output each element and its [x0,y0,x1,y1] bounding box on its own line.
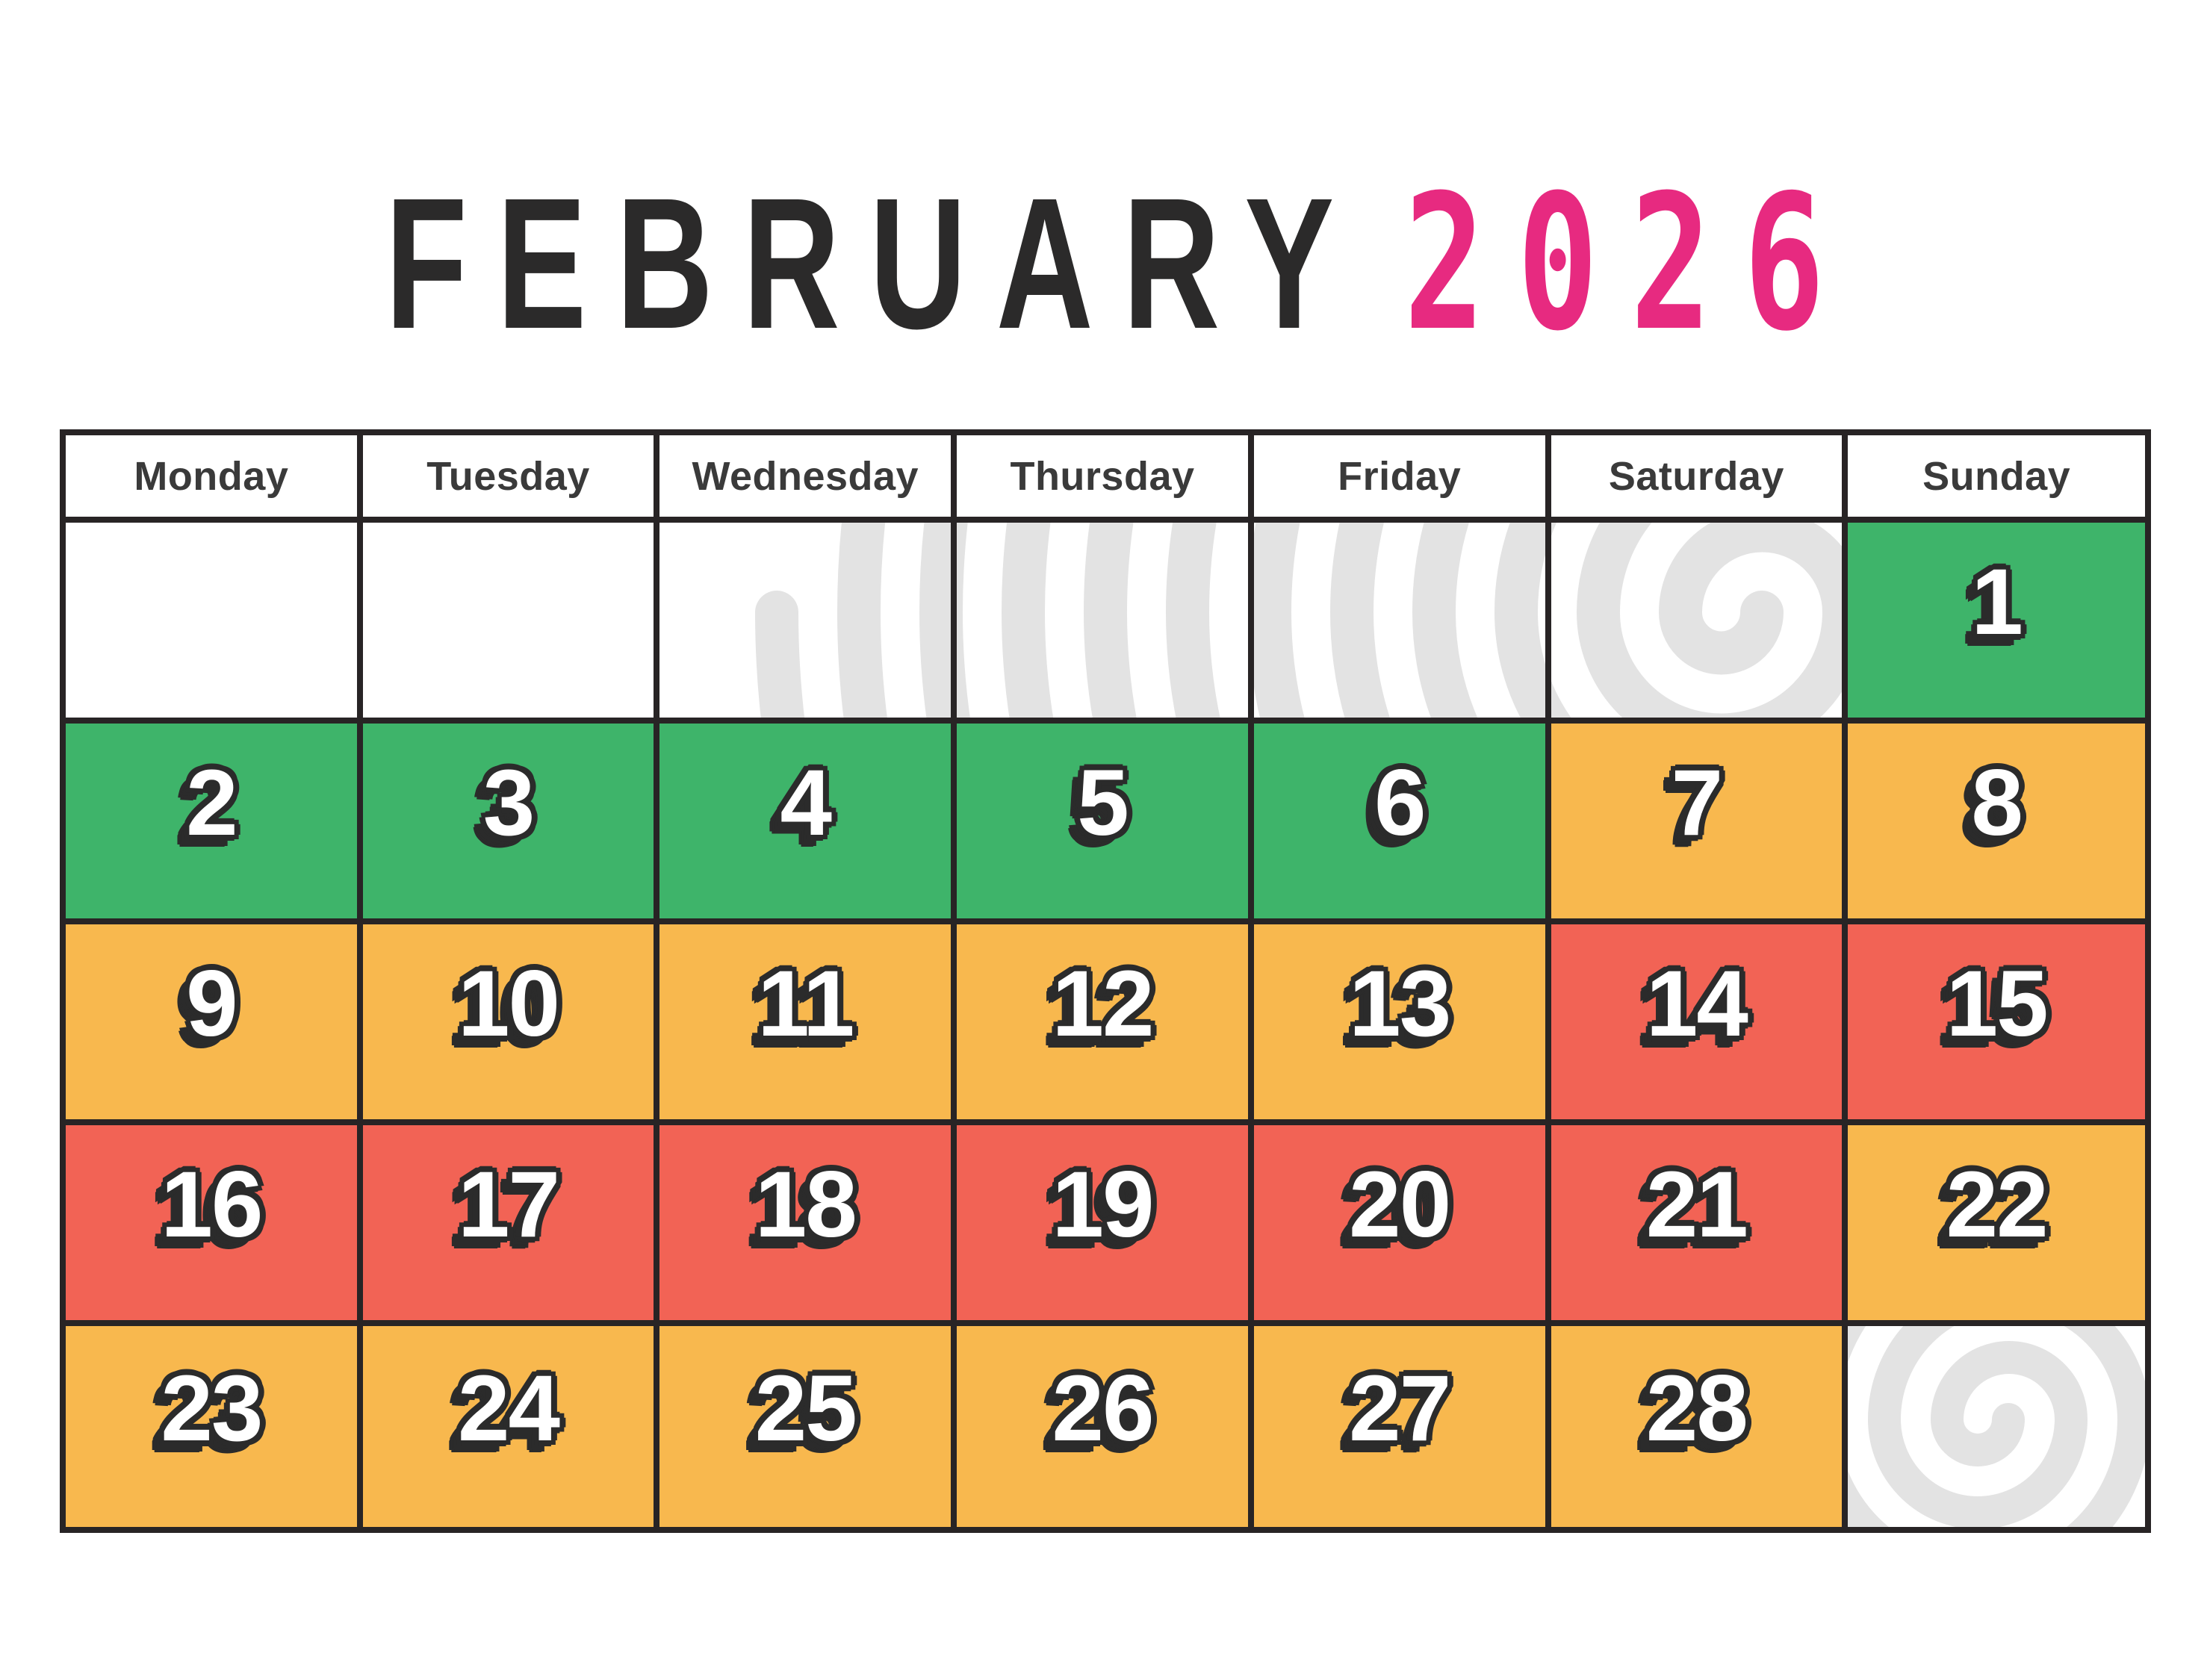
day-number: 15 [1946,952,2049,1056]
day-number: 25 [754,1357,857,1460]
day-number: 4 [780,751,833,855]
day-number: 18 [754,1153,857,1257]
day-cell-1: 1 [1848,523,2145,724]
day-number: 17 [458,1153,560,1257]
day-cell-22: 22 [1848,1125,2145,1326]
day-cell-4: 4 [659,724,957,924]
weekday-header-saturday: Saturday [1551,435,1849,523]
day-number: 27 [1349,1357,1451,1460]
day-number: 12 [1052,952,1154,1056]
day-number: 14 [1645,952,1748,1056]
day-number: 26 [1052,1357,1154,1460]
day-cell-10: 10 [362,924,660,1125]
calendar-grid: Monday Tuesday Wednesday Thursday Friday Satu… [66,435,2145,1527]
day-cell-23: 23 [66,1326,363,1527]
day-number: 21 [1645,1153,1748,1257]
weekday-label: Saturday [1608,453,1784,499]
day-number: 1 [1971,550,2023,654]
weekday-label: Thursday [1010,453,1195,499]
empty-day-cell [362,523,660,724]
weekday-label: Monday [134,453,289,499]
weekday-label: Friday [1338,453,1462,499]
day-cell-17: 17 [362,1125,660,1326]
empty-day-cell [1551,523,1849,724]
day-cell-8: 8 [1848,724,2145,924]
day-cell-13: 13 [1253,924,1551,1125]
day-cell-18: 18 [659,1125,957,1326]
day-cell-26: 26 [957,1326,1254,1527]
day-cell-12: 12 [957,924,1254,1125]
weekday-label: Wednesday [692,453,919,499]
empty-day-cell [1253,523,1551,724]
day-cell-7: 7 [1551,724,1849,924]
day-number: 7 [1671,751,1724,855]
day-number: 22 [1946,1153,2049,1257]
day-cell-6: 6 [1253,724,1551,924]
day-cell-28: 28 [1551,1326,1849,1527]
day-number: 10 [458,952,560,1056]
weekday-label: Sunday [1922,453,2071,499]
day-cell-9: 9 [66,924,363,1125]
day-cell-3: 3 [362,724,660,924]
day-number: 24 [458,1357,560,1460]
day-number: 20 [1349,1153,1451,1257]
day-cell-5: 5 [957,724,1254,924]
day-cell-16: 16 [66,1125,363,1326]
day-cell-2: 2 [66,724,363,924]
weekday-header-monday: Monday [66,435,363,523]
day-number: 9 [186,952,238,1056]
day-cell-21: 21 [1551,1125,1849,1326]
calendar-title: FEBRUARY 2026 [0,170,2210,357]
day-number: 19 [1052,1153,1154,1257]
calendar-title-text: FEBRUARY 2026 [385,170,1825,357]
day-cell-15: 15 [1848,924,2145,1125]
day-cell-19: 19 [957,1125,1254,1326]
day-cell-24: 24 [362,1326,660,1527]
weekday-label: Tuesday [426,453,590,499]
weekday-header-tuesday: Tuesday [362,435,660,523]
calendar: Monday Tuesday Wednesday Thursday Friday Satu… [60,429,2151,1533]
day-cell-20: 20 [1253,1125,1551,1326]
day-number: 2 [186,751,238,855]
weekday-header-sunday: Sunday [1848,435,2145,523]
day-number: 16 [161,1153,263,1257]
weekday-header-wednesday: Wednesday [659,435,957,523]
day-number: 8 [1971,751,2023,855]
day-cell-27: 27 [1253,1326,1551,1527]
day-number: 23 [161,1357,263,1460]
day-number: 13 [1349,952,1451,1056]
empty-day-cell [659,523,957,724]
empty-day-cell [957,523,1254,724]
day-cell-25: 25 [659,1326,957,1527]
day-cell-14: 14 [1551,924,1849,1125]
empty-day-cell [1848,1326,2145,1527]
day-number: 3 [482,751,536,855]
weekday-header-friday: Friday [1253,435,1551,523]
day-number: 28 [1645,1357,1748,1460]
weekday-header-thursday: Thursday [957,435,1254,523]
day-number: 5 [1077,751,1129,855]
day-number: 6 [1374,751,1427,855]
month-title: FEBRUARY [385,159,1365,367]
day-cell-11: 11 [659,924,957,1125]
year-title: 2026 [1404,155,1857,372]
day-number: 11 [757,952,854,1056]
empty-day-cell [66,523,363,724]
